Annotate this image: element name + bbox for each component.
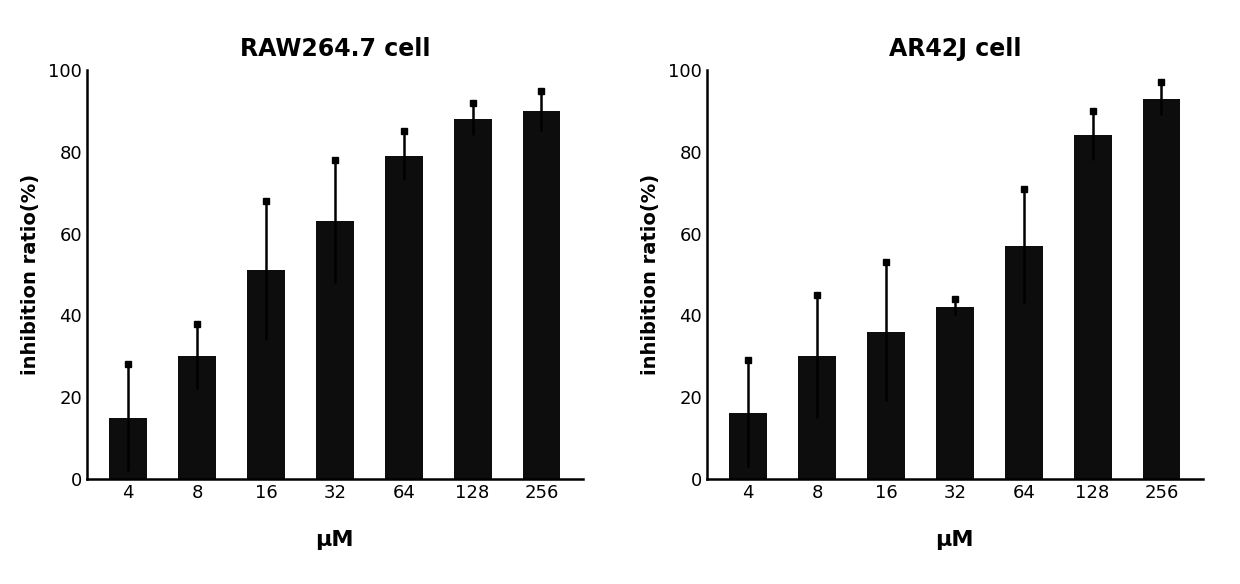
Title: RAW264.7 cell: RAW264.7 cell <box>239 37 430 61</box>
Bar <box>179 356 216 479</box>
Title: AR42J cell: AR42J cell <box>889 37 1021 61</box>
Bar <box>454 119 491 479</box>
Bar <box>522 111 560 479</box>
Bar <box>1004 246 1043 479</box>
Bar <box>1074 135 1111 479</box>
X-axis label: μM: μM <box>315 530 355 550</box>
Bar <box>1142 99 1180 479</box>
Bar <box>729 413 768 479</box>
Bar <box>936 307 973 479</box>
Y-axis label: inhibition ratio(%): inhibition ratio(%) <box>641 174 660 375</box>
X-axis label: μM: μM <box>935 530 975 550</box>
Bar <box>867 332 905 479</box>
Bar <box>247 270 285 479</box>
Y-axis label: inhibition ratio(%): inhibition ratio(%) <box>21 174 40 375</box>
Bar <box>384 156 423 479</box>
Bar <box>109 418 148 479</box>
Bar <box>316 221 353 479</box>
Bar <box>799 356 836 479</box>
